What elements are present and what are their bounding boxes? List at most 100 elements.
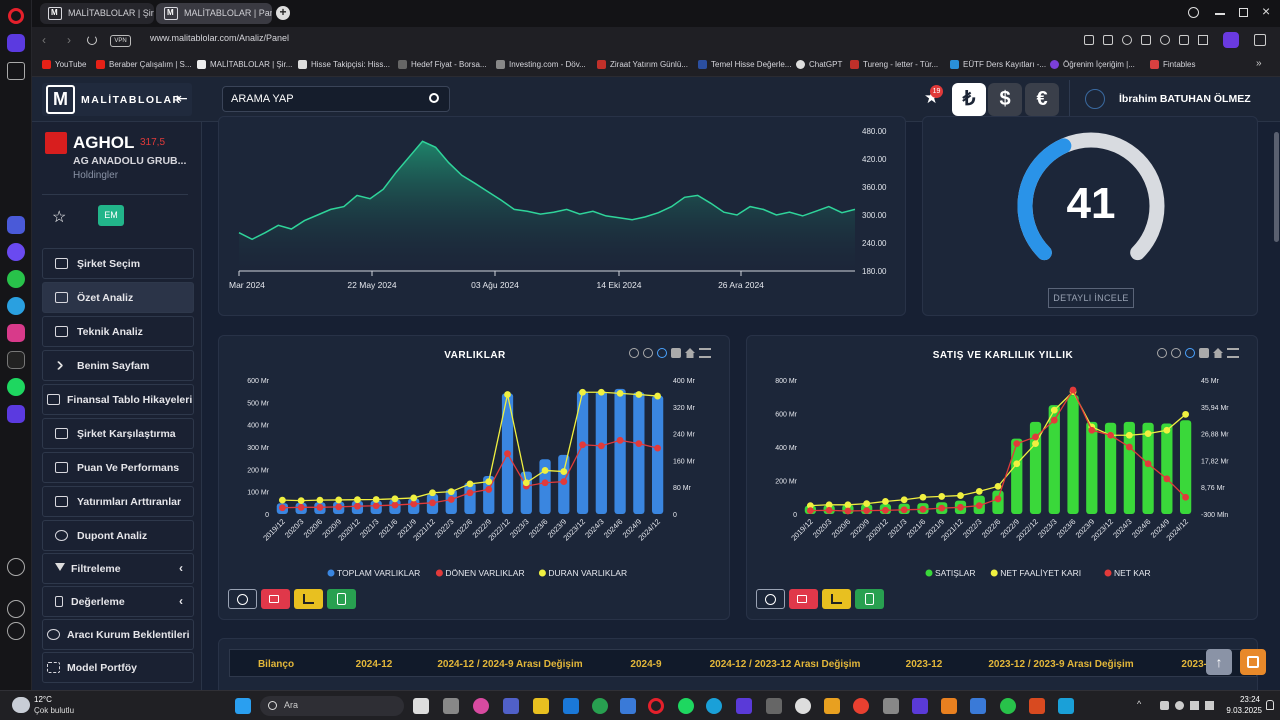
bookmark-item[interactable]: Fintables [1150,60,1195,69]
weather-icon[interactable] [12,697,30,713]
bookmark-item[interactable]: Investing.com - Döv... [496,60,586,69]
nav-benim-sayfam[interactable]: Benim Sayfam [42,350,194,381]
xbox-icon[interactable] [592,698,608,714]
edge-icon[interactable] [706,698,722,714]
aria-icon[interactable] [7,216,25,234]
outlook-icon[interactable] [563,698,579,714]
vertical-scrollbar[interactable] [1274,132,1279,242]
nav-teknik-analiz[interactable]: Teknik Analiz [42,316,194,347]
price-area-chart[interactable]: 480.00 420.00 360.00 300.00 240.00 180.00 Mar … [219,117,907,317]
calculator-icon[interactable] [443,698,459,714]
spotify-taskbar-icon[interactable] [678,698,694,714]
info-button[interactable] [756,589,785,609]
currency-eur-button[interactable]: € [1025,83,1059,116]
video-button[interactable] [261,589,290,609]
details-button[interactable]: DETAYLI İNCELE [1048,288,1134,308]
selection-zoom-icon[interactable] [1185,348,1195,358]
history-icon[interactable] [7,600,25,618]
nav-sirket-secim[interactable]: Şirket Seçim [42,248,194,279]
app-icon[interactable] [766,698,782,714]
copy-floating-button[interactable] [1240,649,1266,675]
reset-home-icon[interactable] [1213,348,1223,358]
instagram-icon[interactable] [7,324,25,342]
nav-dupont-analiz[interactable]: Dupont Analiz [42,520,194,551]
home-icon[interactable] [7,34,25,52]
pan-hand-icon[interactable] [1199,348,1209,358]
nav-finansal-tablo[interactable]: Finansal Tablo Hikayeleri [42,384,194,415]
zoom-out-icon[interactable] [643,348,653,358]
nav-degerleme[interactable]: Değerleme ‹ [42,586,194,617]
maximize-icon[interactable] [1239,8,1248,17]
store-icon[interactable] [620,698,636,714]
forward-icon[interactable]: › [67,33,71,47]
add-favorite-star-icon[interactable]: ☆ [52,209,67,226]
file-explorer-icon[interactable] [533,698,549,714]
app-icon[interactable] [970,698,986,714]
messenger-icon[interactable] [7,243,25,261]
taskbar-search[interactable]: Ara [260,696,404,716]
zoom-in-icon[interactable] [629,348,639,358]
em-badge[interactable]: EM [98,205,124,226]
chart-type-button[interactable] [294,589,323,609]
close-window-icon[interactable]: × [1262,3,1271,19]
collapse-sidebar-icon[interactable]: ⇤ [176,90,188,106]
bookmark-item[interactable]: Beraber Çalışalım | S... [96,60,192,69]
menu-icon[interactable] [699,348,711,358]
zoom-in-icon[interactable] [1157,348,1167,358]
app-icon[interactable] [883,698,899,714]
nav-puan-performans[interactable]: Puan Ve Performans [42,452,194,483]
bookmark-item[interactable]: Hedef Fiyat - Borsa... [398,60,487,69]
clock-time[interactable]: 23:24 [1239,695,1260,704]
bookmark-item[interactable]: Temel Hisse Değerle... [698,60,791,69]
bookmark-item[interactable]: Hisse Takipçisi: Hiss... [298,60,390,69]
pin-icon[interactable] [7,62,25,80]
minimize-icon[interactable] [1215,13,1225,15]
whatsapp-icon[interactable] [7,270,25,288]
bookmark-item[interactable]: YouTube [42,60,86,69]
chart-type-button[interactable] [822,589,851,609]
nav-filtreleme[interactable]: Filtreleme ‹ [42,553,194,584]
profile-icon[interactable] [1223,32,1239,48]
search-input[interactable]: ARAMA YAP [222,86,450,112]
bookmark-item[interactable]: MALİTABLOLAR | Şir... [197,60,292,69]
tray-icons[interactable] [1160,701,1220,711]
bookmark-item[interactable]: Ziraat Yatırım Günlü... [597,60,688,69]
search-icon[interactable] [429,93,439,103]
more-bookmarks-icon[interactable]: » [1256,58,1262,69]
nav-araci-kurum[interactable]: Aracı Kurum Beklentileri [42,619,194,650]
nav-yatirimlari-arttiranlar[interactable]: Yatırımları Arttıranlar [42,486,194,517]
app-icon[interactable] [736,698,752,714]
new-tab-icon[interactable]: + [276,6,290,20]
telegram-icon[interactable] [7,297,25,315]
currency-usd-button[interactable]: $ [988,83,1022,116]
pin-button[interactable] [327,589,356,609]
player-icon[interactable] [7,405,25,423]
reset-home-icon[interactable] [685,348,695,358]
settings-icon[interactable] [7,622,25,640]
sales-combo-chart[interactable]: 800 Mr 600 Mr 400 Mr 200 Mr 0 45 Mr 35,94 Mr 26… [747,336,1259,586]
zoom-out-icon[interactable] [1171,348,1181,358]
nav-model-portfoy[interactable]: Model Portföy [42,652,194,683]
chrome-icon[interactable] [853,698,869,714]
app-icon[interactable] [912,698,928,714]
reload-icon[interactable] [87,35,97,45]
spotify-icon[interactable] [7,378,25,396]
bookmark-item[interactable]: Öğrenim İçeriğim |... [1050,60,1135,69]
vpn-badge[interactable]: VPN [110,35,131,47]
bookmark-item[interactable]: EÜTF Ders Kayıtları -... [950,60,1046,69]
tab-sirket[interactable]: MALİTABLOLAR | Şirket F [40,3,154,24]
scroll-top-button[interactable]: ↑ [1206,649,1232,675]
back-icon[interactable]: ‹ [42,33,46,47]
site-logo[interactable]: M MALİTABLOLAR ⇤ [42,83,192,116]
selection-zoom-icon[interactable] [657,348,667,358]
wallet-icon[interactable] [1254,34,1266,46]
nav-ozet-analiz[interactable]: Özet Analiz [42,282,194,313]
search-tabs-icon[interactable] [1188,7,1199,18]
tray-chevron-icon[interactable]: ^ [1137,699,1142,709]
powerpoint-icon[interactable] [1029,698,1045,714]
currency-try-button[interactable]: ₺ [952,83,986,116]
bookmark-item[interactable]: ChatGPT [796,60,842,69]
video-button[interactable] [789,589,818,609]
pin-button[interactable] [855,589,884,609]
opera-logo-icon[interactable] [8,8,24,24]
